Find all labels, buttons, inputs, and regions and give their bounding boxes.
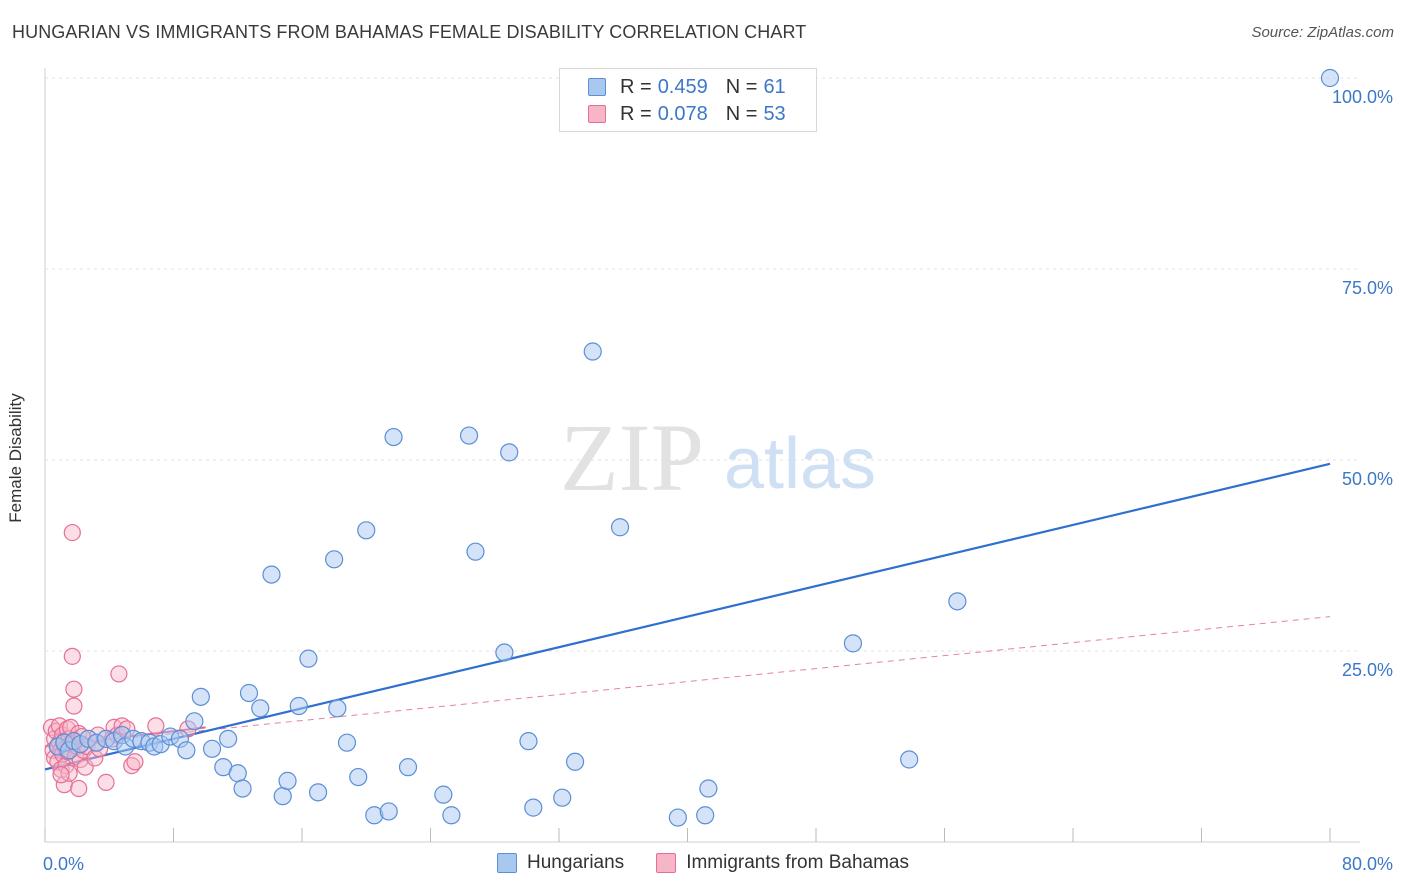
legend-row-hungarians: R = 0.459 N = 61 xyxy=(588,74,786,100)
axes xyxy=(44,68,1360,843)
x-tick-label: 0.0% xyxy=(43,854,84,874)
legend-r-label: R = xyxy=(620,75,652,98)
data-point-hungarians xyxy=(668,808,687,827)
data-point-hungarians xyxy=(565,752,585,771)
data-point-hungarians xyxy=(466,542,485,561)
data-point-bahamas xyxy=(65,697,83,715)
data-point-bahamas xyxy=(126,753,144,771)
y-tick-label: 50.0% xyxy=(1342,469,1393,489)
data-point-hungarians xyxy=(219,729,238,748)
data-point-hungarians xyxy=(379,802,398,821)
data-point-hungarians xyxy=(202,739,222,758)
y-tick-label: 100.0% xyxy=(1332,87,1393,107)
series-hungarians xyxy=(48,68,1340,827)
data-point-bahamas xyxy=(70,779,88,798)
data-point-hungarians xyxy=(500,443,519,462)
data-point-bahamas xyxy=(97,773,115,792)
y-tick-label: 75.0% xyxy=(1342,278,1393,298)
data-point-hungarians xyxy=(337,733,357,752)
legend-swatch-pink xyxy=(656,853,677,873)
data-point-hungarians xyxy=(1320,68,1340,88)
data-point-hungarians xyxy=(843,634,863,653)
data-point-bahamas xyxy=(147,717,165,735)
legend-n-value: 61 xyxy=(763,75,786,98)
source-label: Source: ZipAtlas.com xyxy=(1251,24,1394,41)
series-legend: Hungarians Immigrants from Bahamas xyxy=(0,852,1406,874)
legend-label-bahamas: Immigrants from Bahamas xyxy=(686,852,909,873)
data-point-hungarians xyxy=(251,699,270,718)
data-point-hungarians xyxy=(524,798,543,817)
y-tick-labels: 25.0% 50.0% 75.0% 100.0% xyxy=(1332,87,1393,680)
data-point-hungarians xyxy=(459,426,479,445)
correlation-legend: R = 0.459 N = 61 R = 0.078 N = 53 xyxy=(559,68,817,132)
data-point-hungarians xyxy=(610,518,630,537)
data-point-hungarians xyxy=(289,696,308,716)
data-point-hungarians xyxy=(308,783,328,802)
legend-item-bahamas[interactable]: Immigrants from Bahamas xyxy=(656,852,909,874)
data-point-hungarians xyxy=(583,342,602,361)
data-point-hungarians xyxy=(398,758,418,777)
data-point-hungarians xyxy=(699,779,718,798)
data-point-hungarians xyxy=(442,806,461,825)
chart-title: HUNGARIAN VS IMMIGRANTS FROM BAHAMAS FEM… xyxy=(12,22,807,42)
data-point-hungarians xyxy=(299,649,318,668)
watermark-zip: ZIP xyxy=(560,404,704,511)
trend-line-bahamas xyxy=(44,616,1331,747)
data-point-hungarians xyxy=(328,699,347,718)
data-point-hungarians xyxy=(495,643,514,662)
data-point-hungarians xyxy=(177,741,196,760)
data-point-bahamas xyxy=(110,665,128,683)
data-point-hungarians xyxy=(519,732,538,751)
data-point-hungarians xyxy=(185,712,204,731)
data-point-bahamas xyxy=(63,523,81,542)
data-point-bahamas xyxy=(63,647,81,665)
watermark: ZIP atlas xyxy=(560,404,876,511)
legend-swatch-blue xyxy=(497,853,518,873)
legend-n-value: 53 xyxy=(763,102,786,125)
data-point-hungarians xyxy=(191,687,210,706)
data-point-hungarians xyxy=(228,764,247,783)
x-tick-label: 80.0% xyxy=(1342,854,1393,874)
legend-n-label: N = xyxy=(725,102,758,125)
legend-n-label: N = xyxy=(725,75,758,98)
data-point-hungarians xyxy=(325,550,344,569)
data-point-bahamas xyxy=(52,766,70,784)
data-point-bahamas xyxy=(65,680,83,698)
data-point-hungarians xyxy=(273,787,292,806)
data-point-hungarians xyxy=(434,785,453,804)
legend-row-bahamas: R = 0.078 N = 53 xyxy=(588,101,786,127)
legend-r-value: 0.078 xyxy=(657,102,708,125)
y-tick-label: 25.0% xyxy=(1342,660,1393,680)
trend-line-hungarians xyxy=(44,462,1331,771)
data-point-hungarians xyxy=(278,771,297,790)
data-point-hungarians xyxy=(239,683,259,703)
data-point-hungarians xyxy=(357,521,376,540)
legend-item-hungarians[interactable]: Hungarians xyxy=(497,852,624,874)
legend-swatch-blue xyxy=(588,78,606,96)
data-point-hungarians xyxy=(900,750,919,769)
watermark-atlas: atlas xyxy=(724,424,876,504)
data-point-hungarians xyxy=(349,767,368,787)
data-point-hungarians xyxy=(553,788,572,807)
data-point-hungarians xyxy=(384,427,403,447)
legend-r-label: R = xyxy=(620,102,652,125)
y-axis-title: Female Disability xyxy=(6,393,25,523)
grid xyxy=(45,77,1360,652)
legend-swatch-pink xyxy=(588,105,606,123)
data-point-hungarians xyxy=(696,806,715,825)
legend-r-value: 0.459 xyxy=(657,75,708,98)
x-tick-labels: 0.0% 80.0% xyxy=(43,854,1393,874)
data-point-hungarians xyxy=(233,779,252,798)
data-point-hungarians xyxy=(262,565,281,584)
legend-label-hungarians: Hungarians xyxy=(527,852,625,873)
data-point-hungarians xyxy=(948,592,967,611)
